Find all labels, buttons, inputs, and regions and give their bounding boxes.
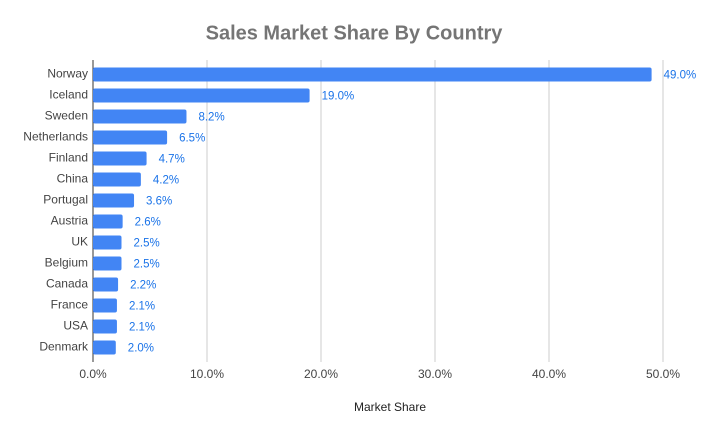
y-tick-label: Norway	[47, 67, 88, 81]
bar	[93, 340, 116, 355]
value-label: 8.2%	[198, 112, 224, 124]
y-tick-label: Canada	[46, 277, 88, 291]
y-tick-label: Netherlands	[23, 130, 88, 144]
value-label: 2.1%	[129, 322, 155, 334]
bar	[93, 67, 652, 82]
y-tick-label: China	[57, 172, 89, 186]
y-tick-label: Iceland	[49, 88, 88, 102]
value-label: 4.7%	[159, 154, 185, 166]
value-label: 19.0%	[322, 91, 355, 103]
value-label: 2.6%	[135, 217, 161, 229]
y-tick-label: Sweden	[45, 109, 88, 123]
value-label: 2.5%	[134, 259, 160, 271]
bar	[93, 214, 123, 229]
bar	[93, 109, 187, 124]
value-label: 2.1%	[129, 301, 155, 313]
value-label: 2.5%	[134, 238, 160, 250]
bar	[93, 130, 168, 145]
y-tick-label: USA	[63, 319, 88, 333]
x-tick-label: 50.0%	[646, 367, 680, 381]
y-tick-label: France	[51, 298, 89, 312]
x-axis-label: Market Share	[354, 400, 426, 414]
bar	[93, 319, 117, 334]
value-label: 6.5%	[179, 133, 205, 145]
y-tick-label: Austria	[51, 214, 89, 228]
x-tick-label: 30.0%	[418, 367, 452, 381]
value-label: 4.2%	[153, 175, 179, 187]
bar	[93, 235, 122, 250]
bar	[93, 277, 119, 292]
x-tick-label: 40.0%	[532, 367, 566, 381]
y-tick-label: Finland	[49, 151, 88, 165]
value-label: 3.6%	[146, 196, 172, 208]
x-tick-label: 20.0%	[304, 367, 338, 381]
bar	[93, 298, 117, 313]
y-tick-label: UK	[71, 235, 88, 249]
y-tick-label: Portugal	[43, 193, 88, 207]
bar	[93, 256, 122, 271]
y-tick-label: Belgium	[45, 256, 88, 270]
value-label: 2.0%	[128, 343, 154, 355]
bar	[93, 193, 135, 208]
x-tick-label: 0.0%	[79, 367, 107, 381]
value-label: 2.2%	[130, 280, 156, 292]
bar	[93, 88, 310, 103]
chart-title: Sales Market Share By Country	[206, 22, 504, 44]
y-tick-label: Denmark	[39, 340, 89, 354]
bar	[93, 172, 141, 187]
x-tick-label: 10.0%	[190, 367, 224, 381]
bar	[93, 151, 147, 166]
value-label: 49.0%	[664, 70, 697, 82]
